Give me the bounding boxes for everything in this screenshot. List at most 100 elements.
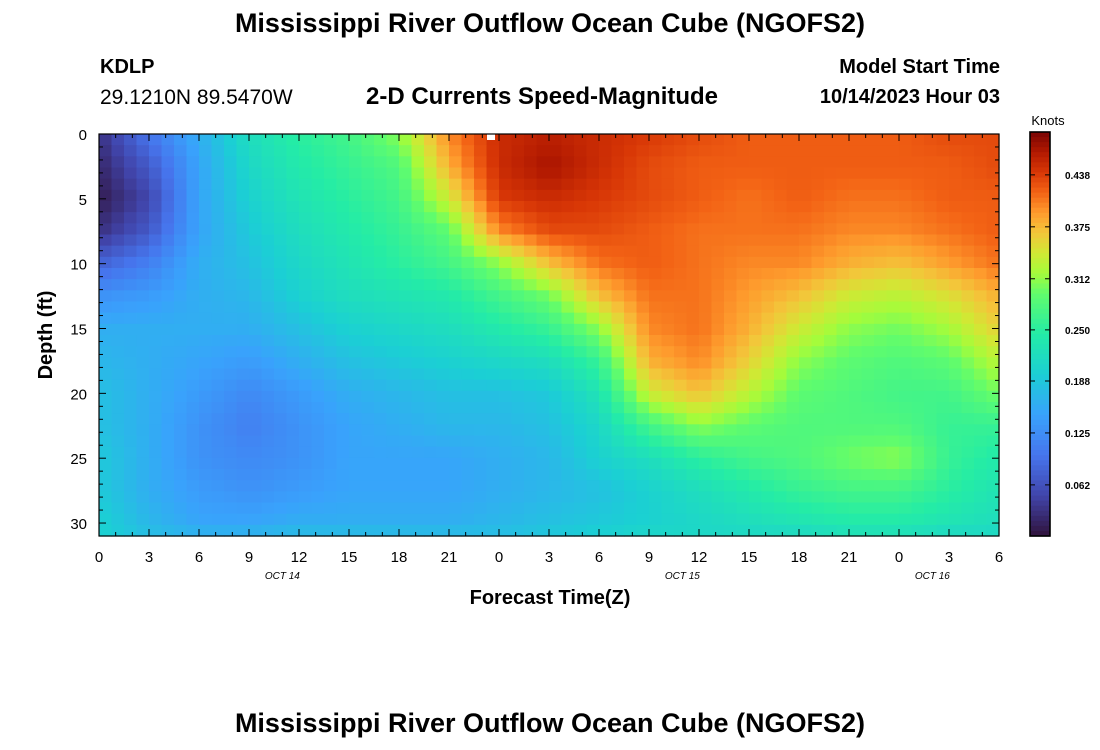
heatmap-cell — [661, 279, 675, 291]
heatmap-cell — [636, 134, 650, 146]
heatmap-cell — [236, 502, 250, 515]
heatmap-cell — [786, 223, 800, 236]
heatmap-cell — [111, 379, 125, 392]
heatmap-cell — [399, 469, 413, 481]
heatmap-cell — [149, 268, 163, 280]
heatmap-cell — [424, 480, 438, 492]
heatmap-cell — [524, 390, 538, 403]
heatmap-cell — [686, 189, 700, 202]
heatmap-cell — [386, 223, 400, 236]
heatmap-cell — [861, 424, 875, 437]
heatmap-cell — [661, 335, 675, 347]
heatmap-cell — [386, 312, 400, 325]
heatmap-cell — [361, 268, 375, 280]
heatmap-cell — [186, 189, 200, 202]
heatmap-cell — [949, 491, 963, 504]
heatmap-cell — [186, 469, 200, 481]
heatmap-cell — [374, 357, 388, 370]
heatmap-cell — [374, 346, 388, 358]
heatmap-cell — [499, 513, 513, 526]
heatmap-cell — [799, 145, 813, 157]
heatmap-cell — [486, 189, 500, 202]
heatmap-cell — [661, 290, 675, 303]
heatmap-cell — [599, 435, 613, 448]
heatmap-cell — [136, 413, 150, 425]
heatmap-cell — [674, 390, 688, 403]
heatmap-cell — [586, 256, 600, 269]
heatmap-cell — [99, 457, 113, 470]
heatmap-cell — [336, 402, 350, 414]
heatmap-cell — [624, 301, 638, 314]
heatmap-cell — [811, 134, 825, 146]
heatmap-cell — [674, 435, 688, 448]
heatmap-cell — [174, 491, 188, 504]
heatmap-cell — [361, 279, 375, 291]
heatmap-cell — [411, 223, 425, 236]
heatmap-cell — [161, 379, 175, 392]
heatmap-cell — [749, 312, 763, 325]
heatmap-cell — [724, 223, 738, 236]
heatmap-cell — [649, 424, 663, 437]
heatmap-cell — [361, 301, 375, 314]
heatmap-cell — [499, 223, 513, 236]
colorbar-segment — [1030, 172, 1050, 179]
heatmap-cell — [436, 524, 450, 537]
heatmap-cell — [261, 513, 275, 526]
heatmap-cell — [561, 413, 575, 425]
heatmap-cell — [849, 357, 863, 370]
heatmap-cell — [111, 189, 125, 202]
heatmap-cell — [461, 156, 475, 169]
heatmap-cell — [836, 223, 850, 236]
heatmap-cell — [549, 390, 563, 403]
heatmap-cell — [736, 145, 750, 157]
heatmap-cell — [474, 167, 488, 180]
heatmap-cell — [249, 256, 263, 269]
heatmap-cell — [249, 346, 263, 358]
heatmap-cell — [861, 502, 875, 515]
heatmap-cell — [111, 390, 125, 403]
heatmap-cell — [136, 167, 150, 180]
heatmap-cell — [474, 390, 488, 403]
heatmap-cell — [811, 167, 825, 180]
heatmap-cell — [524, 234, 538, 247]
heatmap-cell — [836, 189, 850, 202]
heatmap-cell — [774, 201, 788, 213]
heatmap-cell — [674, 379, 688, 392]
heatmap-cell — [261, 134, 275, 146]
heatmap-cell — [586, 413, 600, 425]
heatmap-cell — [811, 189, 825, 202]
heatmap-cell — [486, 513, 500, 526]
heatmap-cell — [474, 256, 488, 269]
heatmap-cell — [649, 290, 663, 303]
heatmap-cell — [711, 446, 725, 459]
heatmap-cell — [886, 502, 900, 515]
heatmap-cell — [624, 323, 638, 336]
heatmap-cell — [324, 402, 338, 414]
heatmap-cell — [511, 134, 525, 146]
heatmap-cell — [474, 178, 488, 191]
heatmap-cell — [924, 301, 938, 314]
heatmap-cell — [611, 156, 625, 169]
heatmap-cell — [99, 491, 113, 504]
heatmap-cell — [424, 268, 438, 280]
heatmap-cell — [524, 413, 538, 425]
heatmap-cell — [724, 346, 738, 358]
heatmap-cell — [499, 335, 513, 347]
heatmap-cell — [736, 446, 750, 459]
heatmap-cell — [186, 167, 200, 180]
colorbar-segment — [1030, 243, 1050, 249]
heatmap-cell — [549, 234, 563, 247]
heatmap-cell — [299, 413, 313, 425]
heatmap-cell — [199, 524, 213, 537]
heatmap-cell — [261, 446, 275, 459]
heatmap-cell — [474, 145, 488, 157]
heatmap-cell — [886, 469, 900, 481]
heatmap-cell — [224, 301, 238, 314]
heatmap-cell — [636, 457, 650, 470]
heatmap-cell — [99, 402, 113, 414]
heatmap-cell — [874, 279, 888, 291]
heatmap-cell — [586, 524, 600, 537]
heatmap-cell — [224, 234, 238, 247]
heatmap-cell — [974, 312, 988, 325]
heatmap-cell — [949, 379, 963, 392]
